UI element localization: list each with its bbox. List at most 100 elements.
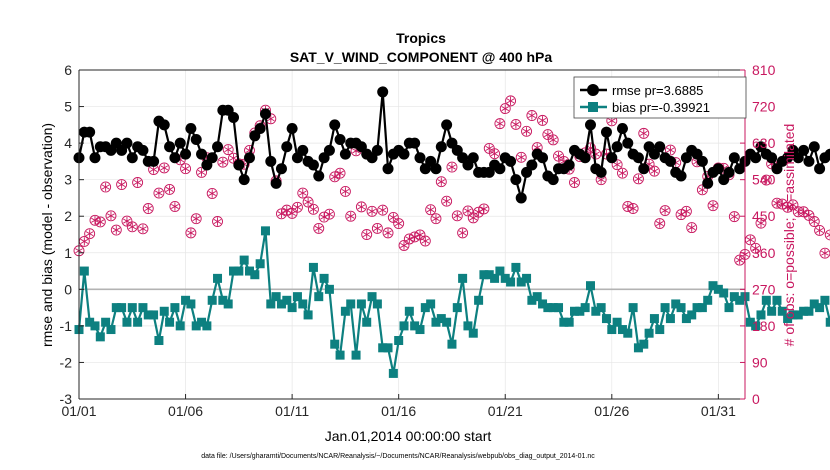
obs-assimilated-point [309,205,318,214]
obs-possible-point [441,195,453,207]
bias-point [415,325,425,335]
obs-assimilated-point [421,236,430,246]
bias-point [543,303,553,313]
obs-assimilated-point [522,127,531,136]
rmse-point [281,141,293,153]
rmse-point [185,122,197,134]
rmse-point [814,163,826,175]
rmse-point [371,144,383,156]
x-tick-label: 01/11 [275,403,309,419]
chart-subtitle: SAT_V_WIND_COMPONENT @ 400 hPa [290,49,553,65]
obs-possible-point [707,200,719,212]
rmse-point [137,144,149,156]
obs-assimilated-point [570,178,579,187]
bias-point [649,314,659,324]
obs-possible-point [435,176,447,188]
rmse-point [430,163,442,175]
legend-bias-marker [588,102,598,112]
bias-point [351,350,361,360]
rmse-point [339,148,351,160]
obs-possible-point [222,144,234,156]
bias-point [244,266,254,276]
obs-assimilated-point [623,202,632,211]
obs-possible-point [547,134,559,146]
obs-assimilated-point [480,204,488,214]
obs-possible-point [110,224,122,236]
obs-possible-point [185,227,197,239]
rmse-point [622,137,634,149]
bias-point [447,339,457,349]
obs-assimilated-point [538,116,547,125]
obs-possible-point [760,174,772,186]
bias-point [378,343,388,353]
y-right-tick-label: 810 [752,62,776,78]
bias-point [575,306,585,316]
obs-assimilated-point [805,211,813,220]
bias-point [601,314,611,324]
rmse-point [595,166,607,178]
obs-assimilated-point [730,212,739,221]
obs-possible-point [664,144,676,156]
bias-point [479,270,489,280]
obs-possible-point [302,196,314,208]
obs-possible-point [345,210,357,222]
obs-possible-point [84,228,96,240]
obs-assimilated-point [341,187,350,196]
rmse-point [286,122,298,134]
obs-assimilated-point [757,218,765,228]
bias-point [458,273,468,283]
bias-point [165,317,175,327]
bias-point [234,266,244,276]
rmse-point [196,148,208,160]
obs-possible-point [297,187,309,199]
rmse-point [126,152,138,164]
bias-point [292,292,302,302]
bias-point [218,295,228,305]
obs-assimilated-point [304,197,312,207]
obs-assimilated-point [123,216,131,226]
obs-assimilated-point [298,188,307,198]
bias-point [138,303,148,313]
rmse-point [798,144,810,156]
bias-point [388,368,398,378]
obs-assimilated-point [85,229,94,238]
obs-assimilated-point [96,217,105,227]
obs-assimilated-point [101,182,110,192]
obs-assimilated-point [512,120,520,129]
rmse-point [616,122,628,134]
bias-point [735,295,745,305]
obs-assimilated-point [442,196,451,206]
rmse-point [190,133,202,145]
bias-point [671,299,681,309]
obs-assimilated-point [192,214,201,223]
bias-point [580,303,590,313]
rmse-point [510,174,522,186]
obs-assimilated-point [496,119,504,128]
obs-possible-point [377,204,389,216]
x-tick-label: 01/06 [168,403,203,419]
obs-assimilated-point [490,149,499,158]
obs-assimilated-point [773,199,781,208]
bias-point [271,292,281,302]
y-right-tick-label: 270 [752,281,776,297]
obs-possible-point [116,179,128,190]
bias-point [729,292,739,302]
obs-assimilated-point [107,211,115,221]
obs-assimilated-point [277,209,286,218]
obs-assimilated-point [751,244,760,253]
x-tick-label: 01/01 [61,403,96,419]
bias-point [623,328,633,338]
rmse-point [435,141,447,153]
obs-possible-point [590,148,602,160]
bias-point [633,343,643,353]
obs-possible-point [686,222,698,234]
plot-area: -3 -2 -1 0 1 2 3 4 5 6 0 90 180 270 360 450 540 630 720 810… [60,62,830,419]
obs-assimilated-point [325,209,334,219]
y-left-tick-label: 3 [64,172,72,188]
obs-possible-point [696,184,708,196]
obs-assimilated-point [501,104,510,113]
rmse-point [494,163,506,175]
bias-point [133,317,143,327]
bias-point [260,226,270,236]
bias-point [239,255,249,265]
